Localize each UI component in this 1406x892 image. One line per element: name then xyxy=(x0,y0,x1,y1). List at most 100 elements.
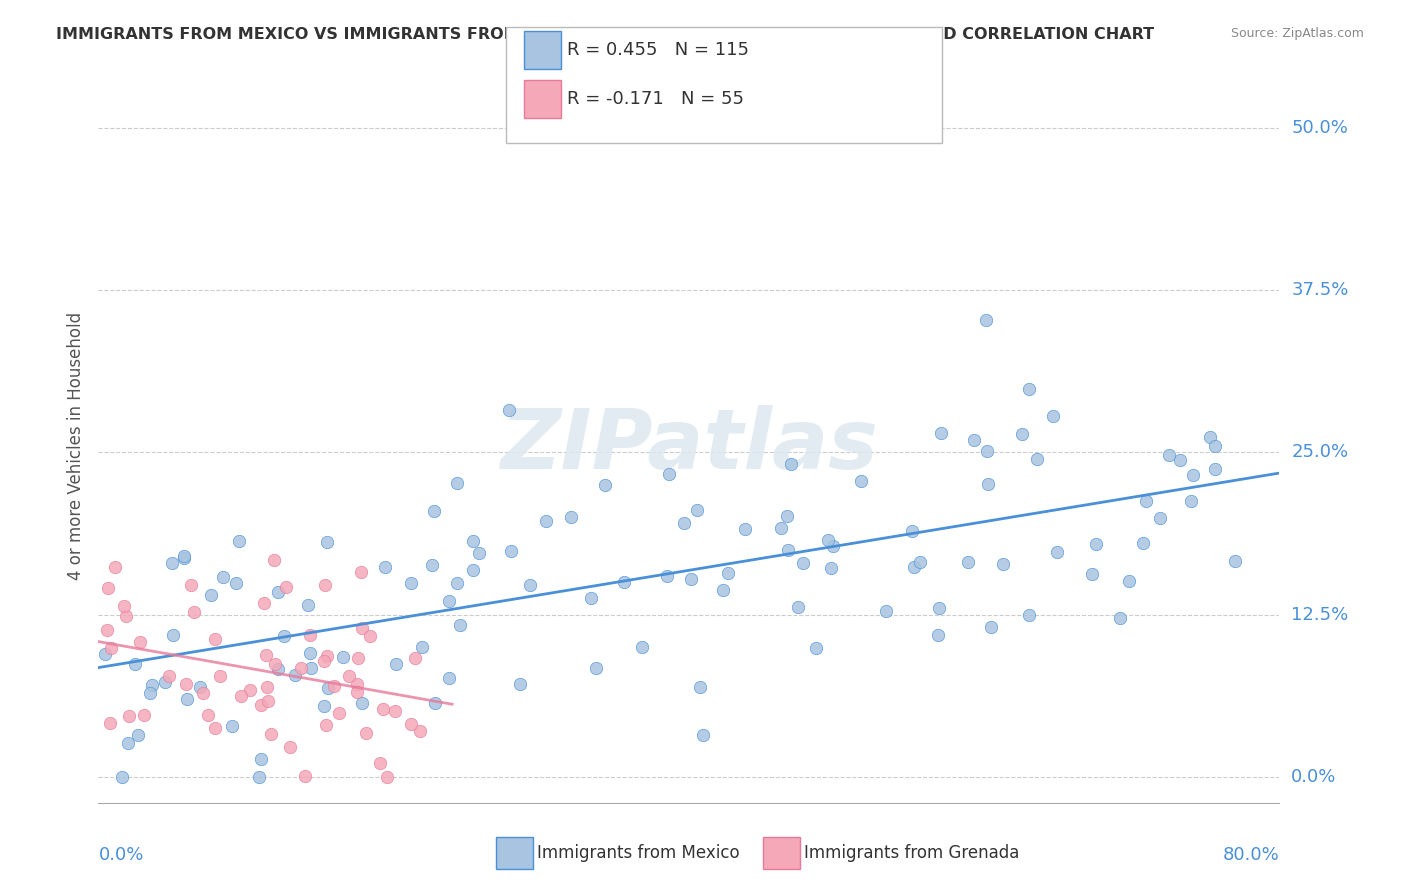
Point xyxy=(927,628,949,642)
Point xyxy=(294,769,316,783)
Point xyxy=(183,605,205,619)
Point xyxy=(112,599,135,614)
Point xyxy=(273,630,295,644)
Point xyxy=(350,697,373,711)
Point xyxy=(267,585,290,599)
Point xyxy=(509,676,531,690)
Point xyxy=(974,312,997,326)
Point xyxy=(94,648,117,662)
Point xyxy=(284,668,307,682)
Point xyxy=(534,514,557,528)
Point xyxy=(132,708,155,723)
Point xyxy=(176,677,198,691)
Text: ZIPatlas: ZIPatlas xyxy=(501,406,877,486)
Point xyxy=(519,578,541,592)
Point xyxy=(260,727,283,741)
Point xyxy=(1081,567,1104,582)
Point xyxy=(118,709,141,723)
Point xyxy=(229,690,252,704)
Point xyxy=(679,572,702,586)
Point xyxy=(315,718,337,732)
Point xyxy=(1149,510,1171,524)
Point xyxy=(278,739,301,754)
Point xyxy=(1135,494,1157,508)
Point xyxy=(399,575,422,590)
Point xyxy=(437,594,460,608)
Point xyxy=(776,508,799,523)
Point xyxy=(804,640,827,655)
Point xyxy=(263,657,285,671)
Point xyxy=(1157,448,1180,462)
Point xyxy=(689,681,711,695)
Point xyxy=(250,698,273,713)
Point xyxy=(276,580,298,594)
Text: Immigrants from Mexico: Immigrants from Mexico xyxy=(537,844,740,862)
Point xyxy=(957,555,980,569)
Point xyxy=(124,657,146,671)
Point xyxy=(423,696,446,710)
Point xyxy=(228,534,250,549)
Point xyxy=(290,661,312,675)
Point xyxy=(377,770,399,784)
Point xyxy=(1109,611,1132,625)
Y-axis label: 4 or more Vehicles in Household: 4 or more Vehicles in Household xyxy=(66,312,84,580)
Point xyxy=(315,649,337,664)
Point xyxy=(253,596,276,610)
Point xyxy=(631,640,654,654)
Point xyxy=(209,669,232,683)
Point xyxy=(368,756,391,770)
Point xyxy=(299,661,322,675)
Point xyxy=(1018,382,1040,396)
Point xyxy=(673,516,696,530)
Point xyxy=(384,704,406,718)
Point xyxy=(1204,462,1226,476)
Point xyxy=(1118,574,1140,589)
Text: 25.0%: 25.0% xyxy=(1291,443,1348,461)
Point xyxy=(711,583,734,598)
Point xyxy=(449,618,471,632)
Point xyxy=(901,524,924,538)
Point xyxy=(173,551,195,566)
Point xyxy=(141,678,163,692)
Point xyxy=(100,641,122,656)
Point xyxy=(316,535,339,549)
Point xyxy=(409,724,432,739)
Point xyxy=(117,736,139,750)
Point xyxy=(314,699,336,714)
Point xyxy=(96,623,118,637)
Point xyxy=(980,620,1002,634)
Point xyxy=(139,685,162,699)
Point xyxy=(350,621,373,635)
Point xyxy=(1046,545,1069,559)
Point xyxy=(560,509,582,524)
Point xyxy=(792,556,814,570)
Point xyxy=(111,770,134,784)
Point xyxy=(256,680,278,694)
Point xyxy=(176,692,198,706)
Point xyxy=(963,434,986,448)
Point xyxy=(346,685,368,699)
Point xyxy=(298,646,321,660)
Point xyxy=(779,458,801,472)
Point xyxy=(1018,608,1040,623)
Point xyxy=(1011,427,1033,442)
Point xyxy=(155,675,177,690)
Point xyxy=(501,543,523,558)
Point xyxy=(318,681,340,695)
Point xyxy=(686,503,709,517)
Point xyxy=(593,478,616,492)
Point xyxy=(613,574,636,589)
Point xyxy=(346,677,368,691)
Point xyxy=(817,533,839,547)
Point xyxy=(461,564,484,578)
Point xyxy=(820,561,842,575)
Text: R = 0.455   N = 115: R = 0.455 N = 115 xyxy=(567,41,748,59)
Point xyxy=(411,640,433,654)
Point xyxy=(1026,451,1049,466)
Point xyxy=(254,648,277,662)
Point xyxy=(908,555,931,569)
Point xyxy=(1182,468,1205,483)
Point xyxy=(579,591,602,605)
Point xyxy=(314,578,336,592)
Point xyxy=(350,565,373,579)
